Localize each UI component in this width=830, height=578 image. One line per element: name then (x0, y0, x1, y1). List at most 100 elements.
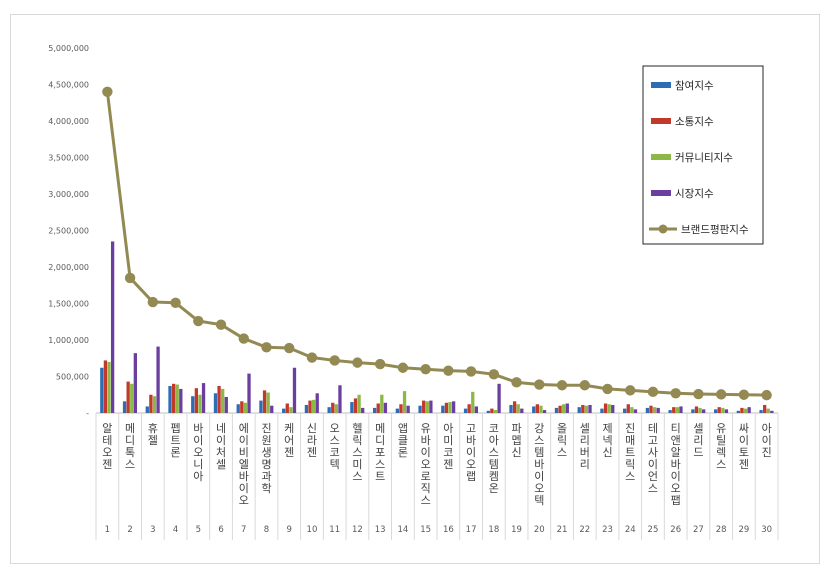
x-rank-label: 27 (693, 525, 704, 535)
bar-4-2 (133, 353, 137, 413)
x-rank-label: 23 (602, 525, 613, 535)
bar-1-3 (145, 406, 149, 413)
bar-2-17 (467, 404, 471, 413)
bar-3-21 (562, 404, 566, 413)
bar-3-11 (334, 404, 338, 413)
bar-4-8 (270, 405, 274, 413)
bar-1-4 (168, 385, 172, 413)
y-tick-label: 5,000,000 (48, 44, 89, 53)
bar-2-27 (694, 406, 699, 413)
bar-3-5 (198, 394, 202, 413)
x-rank-label: 28 (716, 525, 727, 535)
legend-label: 브랜드평판지수 (681, 224, 749, 236)
bar-4-24 (633, 409, 638, 413)
bar-4-22 (588, 404, 592, 413)
bar-3-1 (107, 361, 111, 413)
bar-4-29 (747, 407, 751, 413)
x-rank-label: 14 (397, 525, 408, 535)
bar-4-11 (338, 385, 342, 413)
bar-3-10 (311, 399, 316, 413)
bar-1-30 (759, 410, 763, 413)
bar-4-18 (497, 383, 501, 413)
bar-4-25 (656, 407, 660, 413)
bar-3-18 (493, 410, 498, 413)
line-point-28 (715, 389, 727, 400)
bar-3-8 (266, 392, 270, 413)
line-point-22 (579, 380, 590, 391)
x-rank-label: 11 (329, 525, 340, 535)
bar-2-12 (353, 398, 358, 413)
bar-1-5 (191, 396, 195, 413)
bar-1-22 (577, 407, 581, 413)
legend-label: 시장지수 (675, 188, 714, 200)
x-rank-label: 1 (105, 525, 110, 535)
x-rank-label: 2 (127, 525, 132, 535)
line-point-20 (534, 379, 545, 390)
legend-swatch (651, 82, 671, 88)
bar-4-1 (110, 241, 115, 413)
bar-3-9 (289, 407, 293, 413)
bar-2-2 (126, 381, 130, 413)
line-point-12 (352, 357, 363, 368)
line-point-26 (670, 388, 681, 399)
x-rank-label: 22 (579, 525, 590, 535)
line-point-14 (397, 362, 409, 373)
bar-4-26 (679, 406, 683, 413)
bar-4-21 (565, 403, 569, 413)
y-tick-label: - (86, 409, 89, 418)
legend-label: 커뮤니티지수 (675, 152, 733, 164)
bar-3-13 (380, 394, 384, 413)
x-rank-label: 18 (488, 525, 499, 535)
line-point-25 (647, 386, 659, 398)
line-point-8 (261, 342, 272, 353)
line-point-9 (284, 342, 295, 354)
bar-1-29 (736, 410, 740, 413)
bar-2-25 (649, 405, 653, 413)
bar-2-4 (171, 383, 176, 413)
y-tick-label: 4,000,000 (48, 117, 89, 126)
y-tick-label: 3,500,000 (48, 154, 89, 163)
line-point-5 (193, 315, 204, 327)
bar-2-3 (149, 394, 153, 413)
bar-2-6 (217, 385, 221, 413)
line-point-16 (443, 365, 454, 376)
bar-4-4 (179, 388, 183, 413)
bar-3-12 (357, 394, 361, 413)
bar-2-20 (535, 404, 539, 413)
bar-1-7 (236, 404, 240, 413)
legend-swatch (651, 118, 671, 124)
bar-3-27 (698, 407, 702, 413)
bar-4-23 (611, 404, 615, 413)
line-point-24 (625, 385, 636, 396)
legend-swatch (651, 154, 671, 160)
bar-1-1 (100, 367, 104, 413)
line-point-6 (215, 319, 227, 330)
bar-3-3 (152, 396, 157, 413)
bar-2-5 (194, 388, 198, 413)
line-point-4 (170, 297, 181, 308)
legend-swatch-marker (658, 224, 668, 234)
bar-2-26 (672, 407, 676, 413)
bar-3-15 (425, 401, 429, 413)
line-point-27 (693, 388, 704, 400)
bar-2-18 (490, 408, 494, 413)
bar-1-13 (372, 407, 377, 413)
x-rank-label: 16 (443, 525, 454, 535)
y-tick-label: 2,000,000 (48, 263, 89, 272)
line-point-11 (329, 355, 340, 366)
bar-3-2 (130, 383, 134, 413)
line-point-13 (374, 358, 386, 370)
x-rank-label: 17 (466, 525, 477, 535)
bar-2-11 (331, 402, 335, 413)
bar-4-19 (520, 408, 524, 413)
